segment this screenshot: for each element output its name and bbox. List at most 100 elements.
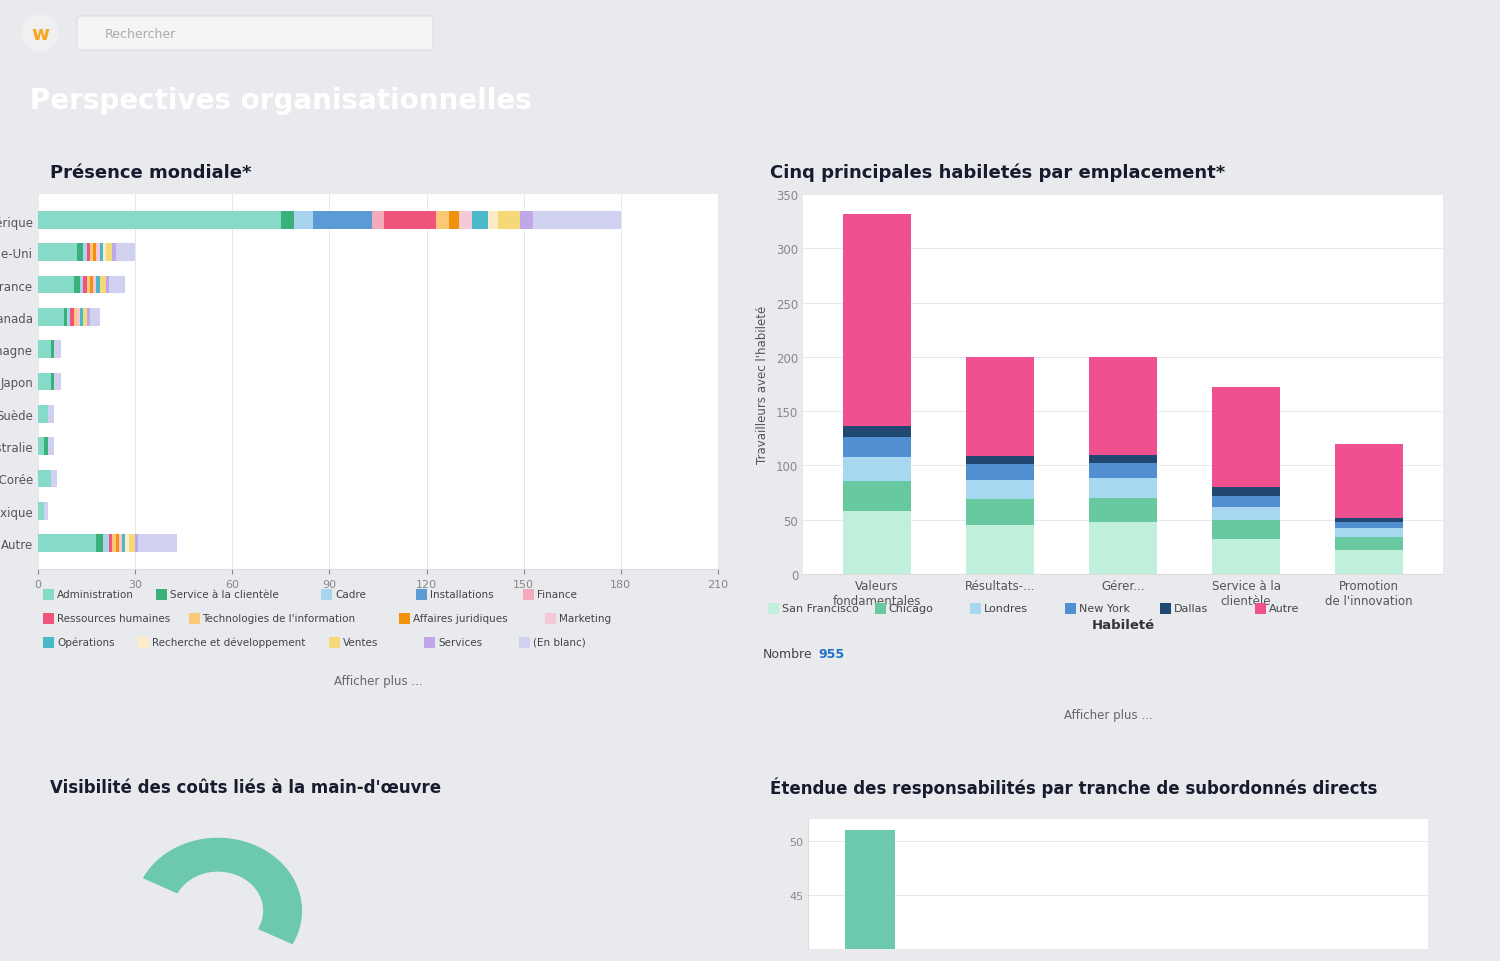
Bar bbox=[76, 308, 80, 327]
FancyBboxPatch shape bbox=[874, 604, 885, 614]
Bar bbox=[112, 244, 116, 261]
Bar bbox=[104, 244, 106, 261]
Text: Londres: Londres bbox=[984, 604, 1028, 613]
Bar bbox=[1335, 518, 1402, 523]
Bar bbox=[843, 457, 910, 481]
Bar bbox=[93, 244, 96, 261]
Bar bbox=[534, 211, 621, 230]
Bar bbox=[38, 534, 96, 553]
Bar bbox=[498, 211, 520, 230]
Bar bbox=[80, 277, 84, 294]
Bar bbox=[48, 406, 54, 423]
Text: (En blanc): (En blanc) bbox=[532, 637, 585, 647]
Bar bbox=[45, 438, 48, 456]
Bar bbox=[54, 373, 60, 391]
Bar bbox=[138, 534, 177, 553]
Text: Marketing: Marketing bbox=[558, 613, 610, 623]
Text: Service à la clientèle: Service à la clientèle bbox=[170, 589, 279, 599]
Text: Afficher plus ...: Afficher plus ... bbox=[1064, 709, 1152, 722]
Bar bbox=[64, 308, 68, 327]
Bar bbox=[96, 277, 99, 294]
Text: New York: New York bbox=[1078, 604, 1130, 613]
Bar bbox=[38, 244, 76, 261]
Circle shape bbox=[22, 16, 58, 52]
FancyBboxPatch shape bbox=[328, 637, 340, 649]
Text: Autre: Autre bbox=[1269, 604, 1299, 613]
Bar bbox=[70, 308, 74, 327]
Text: 955: 955 bbox=[818, 648, 844, 661]
FancyBboxPatch shape bbox=[44, 589, 54, 601]
Bar bbox=[1089, 456, 1156, 464]
Text: Présence mondiale*: Présence mondiale* bbox=[50, 163, 252, 182]
Bar bbox=[54, 341, 60, 358]
Bar bbox=[844, 830, 895, 961]
FancyBboxPatch shape bbox=[1065, 604, 1076, 614]
Bar bbox=[74, 308, 76, 327]
Bar bbox=[38, 308, 64, 327]
Bar bbox=[1089, 499, 1156, 523]
Bar bbox=[45, 503, 48, 520]
Bar bbox=[106, 244, 112, 261]
Bar bbox=[110, 277, 126, 294]
Bar bbox=[966, 480, 1034, 500]
FancyBboxPatch shape bbox=[321, 589, 332, 601]
Bar bbox=[118, 534, 122, 553]
FancyBboxPatch shape bbox=[424, 637, 435, 649]
Bar bbox=[843, 511, 910, 575]
Text: San Francisco: San Francisco bbox=[782, 604, 858, 613]
FancyBboxPatch shape bbox=[399, 613, 410, 625]
Bar bbox=[384, 211, 436, 230]
Bar bbox=[38, 438, 45, 456]
Bar bbox=[1212, 487, 1280, 496]
Bar bbox=[68, 308, 70, 327]
Bar bbox=[87, 308, 90, 327]
Bar bbox=[448, 211, 459, 230]
Bar bbox=[51, 470, 57, 488]
Bar bbox=[1212, 388, 1280, 487]
Bar bbox=[84, 308, 87, 327]
Bar bbox=[1089, 523, 1156, 575]
Bar bbox=[84, 277, 87, 294]
Bar bbox=[122, 534, 126, 553]
Text: Nombre: Nombre bbox=[764, 648, 813, 661]
Text: Étendue des responsabilités par tranche de subordonnés directs: Étendue des responsabilités par tranche … bbox=[770, 776, 1377, 798]
Text: Ressources humaines: Ressources humaines bbox=[57, 613, 170, 623]
Bar bbox=[1335, 529, 1402, 537]
Bar bbox=[1089, 479, 1156, 499]
Bar bbox=[1335, 444, 1402, 518]
X-axis label: Habileté: Habileté bbox=[1092, 618, 1155, 631]
Bar bbox=[104, 534, 110, 553]
Bar bbox=[436, 211, 448, 230]
Bar bbox=[843, 481, 910, 511]
Bar bbox=[99, 244, 104, 261]
Bar bbox=[1212, 540, 1280, 575]
Bar bbox=[106, 277, 109, 294]
FancyBboxPatch shape bbox=[969, 604, 981, 614]
Text: Administration: Administration bbox=[57, 589, 134, 599]
Text: Opérations: Opérations bbox=[57, 636, 114, 647]
Bar bbox=[372, 211, 384, 230]
FancyBboxPatch shape bbox=[44, 637, 54, 649]
Bar bbox=[76, 244, 84, 261]
Text: Services: Services bbox=[438, 637, 482, 647]
Bar bbox=[38, 341, 51, 358]
Bar bbox=[51, 373, 54, 391]
FancyBboxPatch shape bbox=[76, 17, 434, 51]
Bar bbox=[1335, 523, 1402, 529]
Bar bbox=[93, 277, 96, 294]
FancyBboxPatch shape bbox=[1160, 604, 1170, 614]
Bar bbox=[472, 211, 488, 230]
Text: Rechercher: Rechercher bbox=[105, 28, 177, 40]
Bar bbox=[966, 456, 1034, 465]
FancyBboxPatch shape bbox=[44, 613, 54, 625]
Bar bbox=[38, 503, 45, 520]
Text: Installations: Installations bbox=[430, 589, 494, 599]
Text: Perspectives organisationnelles: Perspectives organisationnelles bbox=[30, 86, 531, 115]
Bar bbox=[96, 534, 104, 553]
Bar bbox=[1212, 496, 1280, 507]
Text: Finance: Finance bbox=[537, 589, 576, 599]
Bar bbox=[112, 534, 116, 553]
Text: Cinq principales habiletés par emplacement*: Cinq principales habiletés par emplaceme… bbox=[770, 163, 1226, 182]
Bar bbox=[116, 534, 118, 553]
Bar bbox=[38, 277, 74, 294]
